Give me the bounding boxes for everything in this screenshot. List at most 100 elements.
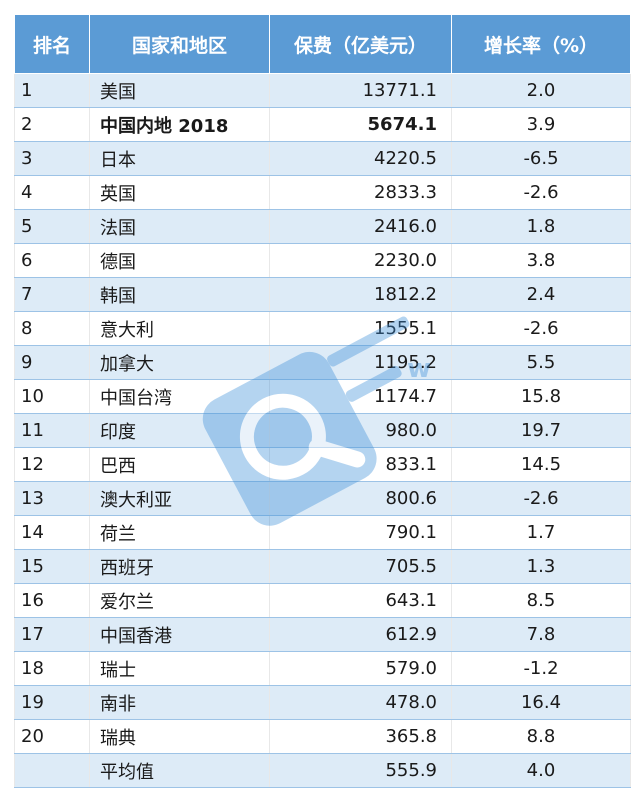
table-row: 7 韩国 1812.2 2.4	[14, 277, 631, 312]
premium-cell: 4220.5	[269, 141, 452, 176]
table-row: 16 爱尔兰 643.1 8.5	[14, 583, 631, 618]
premium-cell: 13771.1	[269, 73, 452, 108]
table-row: 20 瑞典 365.8 8.8	[14, 719, 631, 754]
premium-cell: 1174.7	[269, 379, 452, 414]
rank-cell: 10	[14, 379, 90, 414]
table-row: 10 中国台湾 1174.7 15.8	[14, 379, 631, 414]
premium-cell: 1812.2	[269, 277, 452, 312]
table-row: 4 英国 2833.3 -2.6	[14, 175, 631, 210]
table-row: 15 西班牙 705.5 1.3	[14, 549, 631, 584]
table-row: 17 中国香港 612.9 7.8	[14, 617, 631, 652]
growth-cell: 1.8	[451, 209, 631, 244]
region-cell: 爱尔兰	[89, 583, 270, 618]
table-row: 9 加拿大 1195.2 5.5	[14, 345, 631, 380]
premium-cell: 833.1	[269, 447, 452, 482]
premium-cell: 790.1	[269, 515, 452, 550]
table-row: 5 法国 2416.0 1.8	[14, 209, 631, 244]
header-row: 排名 国家和地区 保费（亿美元） 增长率（%）	[14, 14, 631, 74]
premium-cell: 579.0	[269, 651, 452, 686]
growth-cell: 15.8	[451, 379, 631, 414]
rank-cell: 12	[14, 447, 90, 482]
table-row: 14 荷兰 790.1 1.7	[14, 515, 631, 550]
premium-cell: 2833.3	[269, 175, 452, 210]
growth-cell: 3.9	[451, 107, 631, 142]
growth-cell: 14.5	[451, 447, 631, 482]
growth-cell: 2.4	[451, 277, 631, 312]
growth-cell: 16.4	[451, 685, 631, 720]
table-row: 2 中国内地 2018 5674.1 3.9	[14, 107, 631, 142]
growth-cell: 19.7	[451, 413, 631, 448]
premium-cell: 365.8	[269, 719, 452, 754]
region-cell: 荷兰	[89, 515, 270, 550]
region-cell: 日本	[89, 141, 270, 176]
rank-cell: 6	[14, 243, 90, 278]
region-cell: 瑞典	[89, 719, 270, 754]
rank-cell: 9	[14, 345, 90, 380]
premium-cell: 5674.1	[269, 107, 452, 142]
premium-cell: 980.0	[269, 413, 452, 448]
growth-cell: 7.8	[451, 617, 631, 652]
premium-cell: 2230.0	[269, 243, 452, 278]
growth-cell: -2.6	[451, 175, 631, 210]
growth-cell: 4.0	[451, 753, 631, 788]
region-cell: 加拿大	[89, 345, 270, 380]
premium-cell: 2416.0	[269, 209, 452, 244]
region-cell: 巴西	[89, 447, 270, 482]
rank-cell: 14	[14, 515, 90, 550]
growth-cell: 2.0	[451, 73, 631, 108]
growth-cell: 3.8	[451, 243, 631, 278]
rank-cell: 8	[14, 311, 90, 346]
header-rank: 排名	[14, 14, 90, 74]
growth-cell: 8.8	[451, 719, 631, 754]
rank-cell: 19	[14, 685, 90, 720]
rank-cell: 3	[14, 141, 90, 176]
growth-cell: -2.6	[451, 311, 631, 346]
rank-cell	[14, 753, 90, 788]
rank-cell: 1	[14, 73, 90, 108]
region-cell: 韩国	[89, 277, 270, 312]
header-growth: 增长率（%）	[451, 14, 631, 74]
premium-cell: 478.0	[269, 685, 452, 720]
table-row: 13 澳大利亚 800.6 -2.6	[14, 481, 631, 516]
header-region: 国家和地区	[89, 14, 270, 74]
growth-cell: -1.2	[451, 651, 631, 686]
growth-cell: -6.5	[451, 141, 631, 176]
region-cell: 中国香港	[89, 617, 270, 652]
premium-cell: 643.1	[269, 583, 452, 618]
premium-cell: 1555.1	[269, 311, 452, 346]
growth-cell: 8.5	[451, 583, 631, 618]
rank-cell: 18	[14, 651, 90, 686]
premium-ranking-table-container: 排名 国家和地区 保费（亿美元） 增长率（%） 1 美国 13771.1 2.0 2 中国…	[14, 14, 631, 788]
table-row: 平均值 555.9 4.0	[14, 753, 631, 788]
growth-cell: 1.7	[451, 515, 631, 550]
rank-cell: 5	[14, 209, 90, 244]
rank-cell: 20	[14, 719, 90, 754]
region-cell: 平均值	[89, 753, 270, 788]
region-cell: 南非	[89, 685, 270, 720]
table-row: 3 日本 4220.5 -6.5	[14, 141, 631, 176]
rank-cell: 4	[14, 175, 90, 210]
table-header: 排名 国家和地区 保费（亿美元） 增长率（%）	[14, 14, 631, 74]
table-row: 19 南非 478.0 16.4	[14, 685, 631, 720]
rank-cell: 13	[14, 481, 90, 516]
table-row: 12 巴西 833.1 14.5	[14, 447, 631, 482]
table-row: 6 德国 2230.0 3.8	[14, 243, 631, 278]
premium-cell: 800.6	[269, 481, 452, 516]
premium-cell: 1195.2	[269, 345, 452, 380]
header-premium: 保费（亿美元）	[269, 14, 452, 74]
table-row: 1 美国 13771.1 2.0	[14, 73, 631, 108]
region-cell: 美国	[89, 73, 270, 108]
region-cell: 意大利	[89, 311, 270, 346]
region-cell: 印度	[89, 413, 270, 448]
region-cell: 法国	[89, 209, 270, 244]
region-cell: 中国台湾	[89, 379, 270, 414]
region-cell: 澳大利亚	[89, 481, 270, 516]
table-row: 18 瑞士 579.0 -1.2	[14, 651, 631, 686]
premium-cell: 612.9	[269, 617, 452, 652]
rank-cell: 17	[14, 617, 90, 652]
region-cell: 瑞士	[89, 651, 270, 686]
rank-cell: 11	[14, 413, 90, 448]
region-cell: 中国内地 2018	[89, 107, 270, 142]
table-row: 8 意大利 1555.1 -2.6	[14, 311, 631, 346]
premium-cell: 705.5	[269, 549, 452, 584]
